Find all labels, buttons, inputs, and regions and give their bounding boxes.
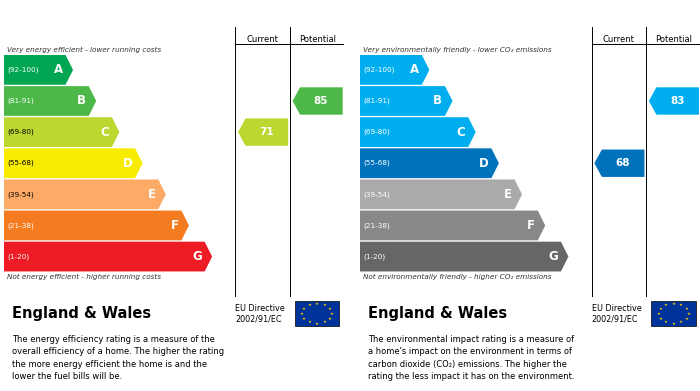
Text: Potential: Potential — [655, 35, 692, 44]
Text: The environmental impact rating is a measure of
a home's impact on the environme: The environmental impact rating is a mea… — [368, 335, 575, 381]
Text: 85: 85 — [314, 96, 328, 106]
Text: Very energy efficient - lower running costs: Very energy efficient - lower running co… — [7, 47, 161, 53]
Text: Environmental Impact (CO₂) Rating: Environmental Impact (CO₂) Rating — [367, 7, 612, 20]
Text: ★: ★ — [671, 302, 676, 306]
Text: A: A — [54, 63, 63, 76]
Text: (21-38): (21-38) — [7, 222, 34, 229]
Text: ★: ★ — [679, 320, 683, 325]
Text: ★: ★ — [671, 322, 676, 326]
Text: (81-91): (81-91) — [363, 98, 390, 104]
Text: (55-68): (55-68) — [7, 160, 34, 167]
Text: ★: ★ — [323, 303, 327, 307]
Polygon shape — [4, 117, 120, 147]
Text: 71: 71 — [259, 127, 274, 137]
Text: ★: ★ — [308, 320, 312, 325]
Text: E: E — [504, 188, 512, 201]
Text: D: D — [122, 157, 132, 170]
Text: ★: ★ — [308, 303, 312, 307]
Text: ★: ★ — [315, 302, 319, 306]
Text: G: G — [549, 250, 558, 263]
Text: ★: ★ — [302, 317, 306, 321]
Text: ★: ★ — [685, 317, 688, 321]
Text: D: D — [479, 157, 489, 170]
Polygon shape — [4, 55, 73, 85]
Text: Potential: Potential — [299, 35, 335, 44]
Polygon shape — [360, 86, 452, 116]
Text: ★: ★ — [657, 312, 660, 316]
Text: Very environmentally friendly - lower CO₂ emissions: Very environmentally friendly - lower CO… — [363, 47, 552, 53]
Text: (39-54): (39-54) — [363, 191, 390, 197]
Polygon shape — [649, 87, 699, 115]
Polygon shape — [4, 86, 96, 116]
Text: England & Wales: England & Wales — [12, 306, 151, 321]
Text: Current: Current — [246, 35, 279, 44]
Text: (92-100): (92-100) — [7, 66, 38, 73]
Text: 68: 68 — [615, 158, 630, 168]
Text: (69-80): (69-80) — [363, 129, 390, 135]
Text: ★: ★ — [328, 307, 332, 311]
Polygon shape — [4, 148, 143, 178]
Polygon shape — [4, 211, 189, 240]
Polygon shape — [360, 211, 545, 240]
Polygon shape — [4, 242, 212, 271]
Text: ★: ★ — [330, 312, 334, 316]
Bar — [651, 301, 696, 326]
Text: Not environmentally friendly - higher CO₂ emissions: Not environmentally friendly - higher CO… — [363, 274, 552, 280]
Text: EU Directive
2002/91/EC: EU Directive 2002/91/EC — [592, 304, 641, 324]
Text: B: B — [77, 95, 86, 108]
Text: ★: ★ — [315, 322, 319, 326]
Polygon shape — [360, 117, 476, 147]
Text: C: C — [100, 126, 109, 139]
Text: ★: ★ — [302, 307, 306, 311]
Text: ★: ★ — [300, 312, 304, 316]
Text: England & Wales: England & Wales — [368, 306, 507, 321]
Bar — [295, 301, 340, 326]
Text: F: F — [527, 219, 535, 232]
Text: ★: ★ — [685, 307, 688, 311]
Text: (39-54): (39-54) — [7, 191, 34, 197]
Text: (81-91): (81-91) — [7, 98, 34, 104]
Text: (69-80): (69-80) — [7, 129, 34, 135]
Text: C: C — [456, 126, 466, 139]
Text: Current: Current — [603, 35, 635, 44]
Text: ★: ★ — [687, 312, 690, 316]
Text: (1-20): (1-20) — [363, 253, 385, 260]
Text: (21-38): (21-38) — [363, 222, 390, 229]
Text: 83: 83 — [670, 96, 685, 106]
Text: G: G — [193, 250, 202, 263]
Polygon shape — [238, 118, 288, 146]
Text: EU Directive
2002/91/EC: EU Directive 2002/91/EC — [235, 304, 285, 324]
Text: (1-20): (1-20) — [7, 253, 29, 260]
Polygon shape — [293, 87, 343, 115]
Text: Energy Efficiency Rating: Energy Efficiency Rating — [10, 7, 182, 20]
Polygon shape — [4, 179, 166, 209]
Text: E: E — [148, 188, 155, 201]
Text: ★: ★ — [659, 307, 662, 311]
Polygon shape — [360, 148, 499, 178]
Text: (55-68): (55-68) — [363, 160, 390, 167]
Polygon shape — [594, 149, 645, 177]
Text: The energy efficiency rating is a measure of the
overall efficiency of a home. T: The energy efficiency rating is a measur… — [12, 335, 224, 381]
Text: ★: ★ — [664, 303, 668, 307]
Text: F: F — [171, 219, 178, 232]
Text: (92-100): (92-100) — [363, 66, 395, 73]
Polygon shape — [360, 242, 568, 271]
Text: ★: ★ — [659, 317, 662, 321]
Text: Not energy efficient - higher running costs: Not energy efficient - higher running co… — [7, 274, 161, 280]
Text: ★: ★ — [323, 320, 327, 325]
Text: ★: ★ — [328, 317, 332, 321]
Text: A: A — [410, 63, 419, 76]
Text: ★: ★ — [664, 320, 668, 325]
Polygon shape — [360, 55, 429, 85]
Text: ★: ★ — [679, 303, 683, 307]
Text: B: B — [433, 95, 442, 108]
Polygon shape — [360, 179, 522, 209]
